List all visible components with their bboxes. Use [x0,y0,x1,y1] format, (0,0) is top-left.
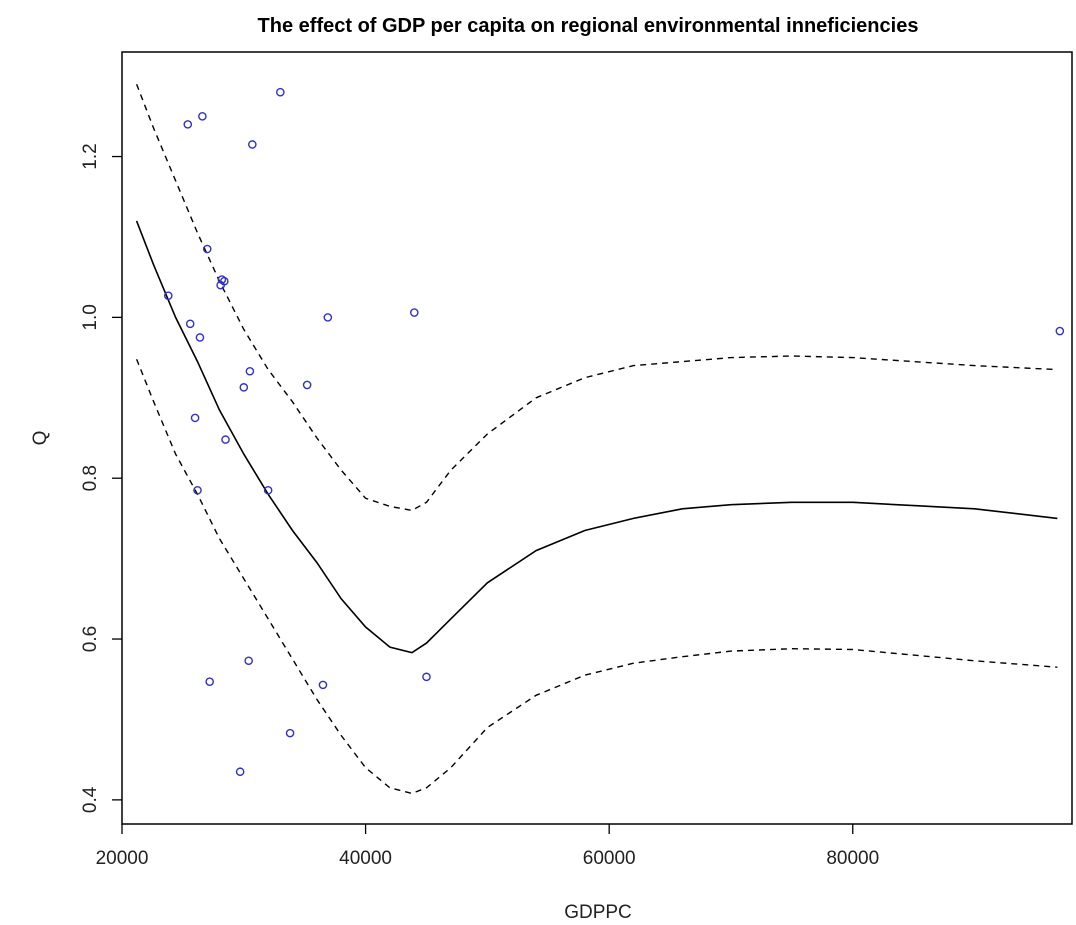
data-point [323,313,333,322]
x-axis-label: GDPPC [564,902,632,923]
data-point [220,276,229,286]
plot-frame [121,51,1073,825]
upper-band [135,83,1058,512]
data-point [422,672,431,682]
chart-title: The effect of GDP per capita on regional… [258,15,919,37]
x-tick-label: 60000 [583,848,636,869]
x-axis: 20000 40000 60000 80000 [96,824,879,869]
data-point [276,87,285,97]
y-axis: 0.4 0.6 0.8 1.0 1.2 [80,143,122,813]
y-axis-label: Q [30,431,51,446]
data-point [198,112,207,121]
data-point [202,244,212,254]
x-tick-label: 40000 [339,848,392,869]
y-tick-label: 0.4 [80,786,101,813]
data-point [1055,326,1065,336]
data-points [163,87,1065,777]
data-point [195,333,205,342]
data-point [190,413,200,423]
fit-lines [135,83,1058,795]
fit-line [135,220,1058,654]
data-point [302,380,312,390]
data-point [285,728,295,738]
data-point [205,677,214,686]
data-point [183,120,193,129]
data-point [318,680,328,690]
x-tick-label: 20000 [96,848,149,869]
lower-band [135,358,1058,795]
data-point [248,140,257,149]
data-point [221,435,230,444]
y-tick-label: 1.0 [80,304,101,330]
data-point [263,485,273,495]
y-tick-label: 1.2 [80,143,101,169]
y-tick-label: 0.8 [80,465,101,491]
data-point [235,767,245,777]
x-tick-label: 80000 [826,848,879,869]
data-point [193,485,202,495]
data-point [185,319,195,329]
data-point [239,383,249,392]
y-tick-label: 0.6 [80,626,101,652]
data-point [244,656,253,666]
data-point [245,366,255,376]
data-point [163,291,173,300]
data-point [410,308,419,317]
